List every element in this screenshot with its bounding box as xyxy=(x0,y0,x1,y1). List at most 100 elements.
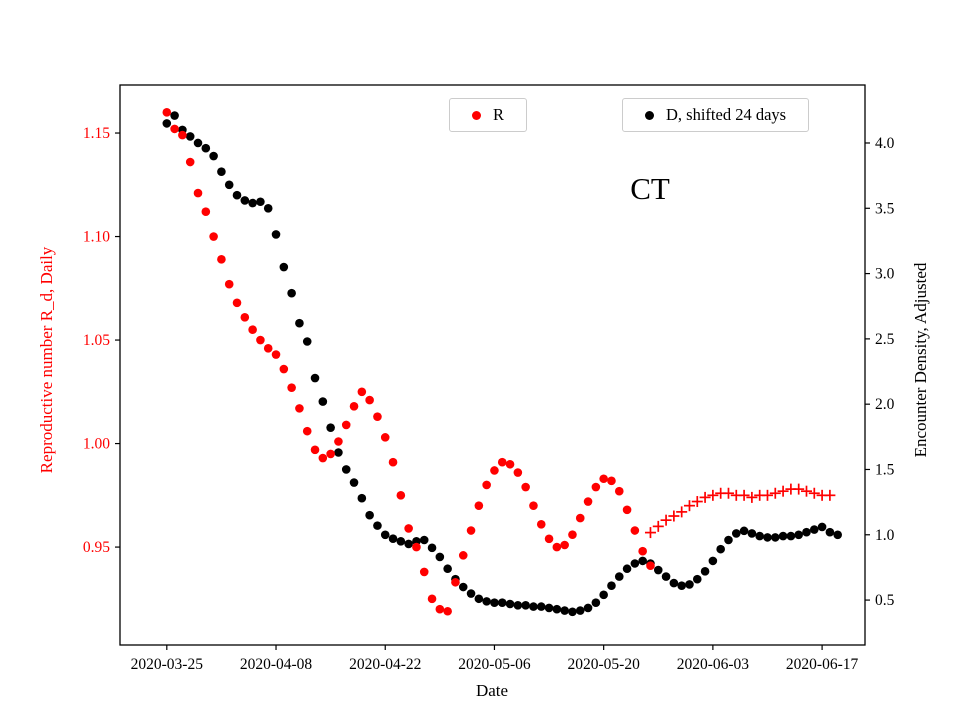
d-series-point xyxy=(419,535,429,545)
r-series-point xyxy=(544,534,554,544)
d-series-point xyxy=(170,111,179,120)
d-series-point xyxy=(708,556,718,566)
x-tick-label: 2020-05-06 xyxy=(458,656,531,673)
d-series-point xyxy=(591,598,601,607)
r-series-point xyxy=(583,497,593,506)
d-series-point xyxy=(287,288,296,298)
d-series-point xyxy=(794,530,803,540)
r-series-point xyxy=(451,577,460,587)
d-series-point xyxy=(185,132,195,141)
r-series-point xyxy=(529,501,538,510)
r-series-point xyxy=(497,457,507,467)
d-series-point xyxy=(240,196,250,205)
d-series-point xyxy=(326,423,335,432)
r-series-point xyxy=(521,482,530,492)
d-series-point xyxy=(685,580,694,589)
r-series-point xyxy=(388,457,398,467)
r-series-point xyxy=(302,426,312,436)
r-series-point xyxy=(310,445,320,455)
r-series-point xyxy=(209,232,218,241)
d-series-point xyxy=(505,599,515,609)
d-series-point xyxy=(607,581,616,591)
right-y-tick-label: 1.5 xyxy=(875,461,895,478)
legend-d-label: D, shifted 24 days xyxy=(666,105,787,124)
d-series-point xyxy=(661,572,671,581)
d-series-point xyxy=(817,522,827,532)
r-series-point xyxy=(622,505,632,515)
r-series-point xyxy=(341,420,351,430)
r-series-point xyxy=(224,279,234,289)
d-series-point xyxy=(825,527,835,537)
r-series-point xyxy=(505,459,515,469)
d-series-point xyxy=(248,198,257,208)
r-series-point xyxy=(240,312,250,322)
d-series-point xyxy=(295,318,304,328)
d-series-point xyxy=(575,606,585,615)
r-series-point xyxy=(263,344,273,353)
right-y-tick-label: 1.0 xyxy=(875,527,895,544)
r-series-point xyxy=(560,540,569,550)
d-series-point xyxy=(802,527,811,537)
r-series-point xyxy=(373,412,382,421)
d-series-point xyxy=(349,478,359,487)
d-series-point xyxy=(357,493,367,503)
right-y-tick-label: 0.5 xyxy=(875,592,895,609)
r-series-point xyxy=(458,551,468,560)
d-series-point xyxy=(599,590,608,600)
d-series-point xyxy=(341,465,351,474)
r-series-point xyxy=(193,188,203,198)
d-series-point xyxy=(458,582,468,592)
d-series-point xyxy=(614,572,624,581)
left-y-tick-label: 1.10 xyxy=(83,229,110,246)
d-series-point xyxy=(474,594,484,604)
r-series-point xyxy=(162,108,172,117)
right-y-tick-label: 2.0 xyxy=(875,396,895,413)
r-series-point xyxy=(607,476,616,486)
d-series-point xyxy=(568,607,577,617)
r-series-point xyxy=(599,474,608,484)
r-series-point xyxy=(178,130,187,140)
d-series-point xyxy=(755,531,764,541)
d-series-point xyxy=(809,525,819,534)
r-series-point xyxy=(248,325,257,335)
r-series-point xyxy=(474,501,484,510)
r-series-point xyxy=(232,298,242,308)
r-series-point xyxy=(638,546,647,556)
d-series-point xyxy=(271,230,281,239)
d-series-point xyxy=(700,567,710,576)
d-series-point xyxy=(256,197,265,207)
r-series-point xyxy=(575,513,585,523)
right-y-axis-title: Encounter Density, Adjusted xyxy=(911,262,930,458)
d-series-point xyxy=(622,564,632,574)
x-tick-label: 2020-06-03 xyxy=(677,656,750,673)
d-series-point xyxy=(786,531,796,541)
r-series-point xyxy=(271,350,281,359)
d-series-point xyxy=(778,531,788,541)
d-series-point xyxy=(552,604,562,614)
d-series-point xyxy=(536,602,546,611)
d-series-point xyxy=(529,602,538,611)
d-series-point xyxy=(482,597,491,606)
x-axis-title: Date xyxy=(475,681,509,700)
r-series-point xyxy=(279,364,289,374)
d-series-point xyxy=(692,574,702,584)
d-series-point xyxy=(560,606,569,615)
d-series-point xyxy=(731,529,741,538)
d-series-point xyxy=(770,533,780,542)
r-series-point xyxy=(466,526,476,535)
left-y-axis-title: Reproductive number R_d, Daily xyxy=(37,246,56,474)
d-series-point xyxy=(427,543,437,553)
r-series-point xyxy=(435,604,445,614)
r-series-point xyxy=(334,437,343,446)
d-series-point xyxy=(521,600,530,610)
d-series-point xyxy=(263,203,273,213)
d-series-point xyxy=(739,526,749,536)
d-series-point xyxy=(583,603,593,613)
d-series-point xyxy=(193,138,203,148)
left-y-tick-label: 0.95 xyxy=(83,539,110,556)
r-series-point xyxy=(326,449,335,459)
x-tick-label: 2020-04-08 xyxy=(240,656,313,673)
x-tick-label: 2020-03-25 xyxy=(131,656,204,673)
r-series-point xyxy=(630,526,640,535)
d-series-point xyxy=(763,533,772,542)
